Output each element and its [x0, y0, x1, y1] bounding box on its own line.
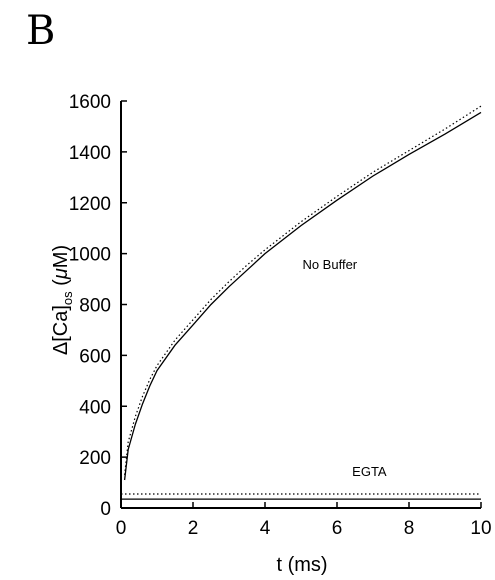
x-tick-label: 8 [404, 518, 415, 539]
series-group [121, 105, 482, 500]
annotation-1: No Buffer [302, 257, 357, 272]
y-axis-label-unit-rest: M) [50, 245, 72, 268]
y-tick-label: 800 [79, 296, 111, 317]
y-tick-label: 1200 [69, 194, 111, 215]
x-tick-label: 6 [332, 518, 343, 539]
axes [120, 100, 482, 509]
y-axis-label-subscript: os [60, 291, 75, 305]
tick-labels: 0 200 400 600 800 1000 1200 1400 1600 0 2 4 6 8 10 [69, 92, 492, 539]
y-axis-label-unit-mu: μ [50, 268, 72, 280]
annotation-2: EGTA [352, 464, 387, 479]
x-axis-label: t (ms) [276, 554, 327, 576]
y-tick-label: 400 [79, 397, 111, 418]
y-tick-label: 1000 [69, 245, 111, 266]
panel-letter: B [26, 8, 56, 54]
y-tick-label: 200 [79, 448, 111, 469]
x-tick-label: 2 [188, 518, 199, 539]
series-line-1-solid [123, 111, 482, 481]
y-tick-label: 0 [100, 499, 111, 520]
x-tick-label: 0 [116, 518, 127, 539]
y-axis-label-prefix: Δ[Ca] [50, 305, 72, 355]
x-tick-label: 10 [470, 518, 491, 539]
y-tick-label: 600 [79, 346, 111, 367]
series-line-2-dotted [124, 105, 482, 475]
y-axis-label: Δ[Ca]os (μM) [50, 245, 75, 355]
annotations: No Buffer EGTA [302, 257, 386, 479]
y-axis-label-unit-open: ( [50, 279, 72, 292]
x-tick-label: 4 [260, 518, 271, 539]
y-tick-label: 1400 [69, 143, 111, 164]
y-tick-label: 1600 [69, 92, 111, 113]
